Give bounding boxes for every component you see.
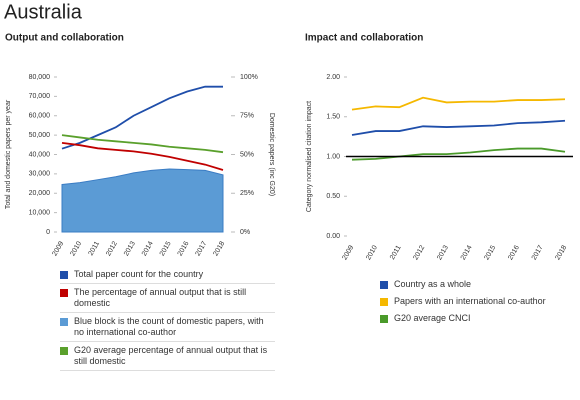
- line: [351, 147, 566, 161]
- y-tick-label: 70,000: [29, 93, 51, 100]
- y-axis-label: Total and domestic papers per year: [5, 99, 12, 209]
- chart-title: Impact and collaboration: [305, 33, 423, 44]
- y2-tick-label: 50%: [240, 151, 254, 158]
- line: [61, 85, 223, 150]
- y2-tick-label: 0%: [240, 229, 250, 236]
- legend-label: The percentage of annual output that is …: [74, 287, 247, 308]
- y-tick-label: 60,000: [29, 113, 51, 120]
- x-tick-label: 2011: [389, 244, 403, 261]
- x-tick-label: 2018: [554, 244, 568, 261]
- legend-swatch: [380, 315, 388, 323]
- y-tick-label: 0.50: [326, 193, 340, 200]
- legend-entry: G20 average percentage of annual output …: [60, 342, 275, 371]
- x-tick-label: 2009: [341, 244, 355, 261]
- chart-title: Output and collaboration: [5, 33, 124, 44]
- y2-tick-label: 25%: [240, 190, 254, 197]
- legend-entry: Country as a whole: [380, 276, 575, 293]
- x-tick-label: 2010: [365, 244, 379, 261]
- x-tick-label: 2011: [88, 240, 102, 257]
- legend: Total paper count for the country The per…: [60, 266, 275, 371]
- x-tick-label: 2015: [159, 240, 173, 257]
- x-tick-label: 2014: [141, 240, 155, 257]
- legend-entry: Papers with an international co-author: [380, 293, 575, 310]
- x-tick-label: 2012: [412, 244, 426, 261]
- y-tick-label: 0: [46, 229, 50, 236]
- y2-tick-label: 75%: [240, 113, 254, 120]
- area: [61, 168, 224, 233]
- x-tick-label: 2016: [177, 240, 191, 257]
- y-tick-label: 10,000: [29, 209, 51, 216]
- y-axis-label: Category normalised citation impact: [306, 101, 313, 212]
- legend-label: Blue block is the count of domestic pape…: [74, 316, 264, 337]
- line: [351, 119, 566, 136]
- legend-swatch: [60, 289, 68, 297]
- y-tick-label: 1.00: [326, 153, 340, 160]
- y-tick-label: 1.50: [326, 114, 340, 121]
- x-tick-label: 2018: [212, 240, 226, 257]
- x-tick-label: 2017: [195, 240, 209, 257]
- y2-tick-label: 100%: [240, 74, 258, 81]
- y-tick-label: 2.00: [326, 74, 340, 81]
- legend: Country as a whole Papers with an interna…: [380, 276, 575, 327]
- legend-swatch: [60, 318, 68, 326]
- legend-entry: G20 average CNCI: [380, 310, 575, 327]
- legend-label: Total paper count for the country: [74, 269, 204, 279]
- x-tick-label: 2014: [460, 244, 474, 261]
- legend-swatch: [60, 347, 68, 355]
- x-tick-label: 2012: [105, 240, 119, 257]
- y-tick-label: 50,000: [29, 132, 51, 139]
- line: [61, 134, 224, 154]
- x-tick-label: 2017: [531, 244, 545, 261]
- x-tick-label: 2015: [483, 244, 497, 261]
- legend-label: Country as a whole: [394, 279, 472, 289]
- line: [351, 96, 566, 111]
- line: [61, 141, 224, 171]
- y-tick-label: 40,000: [29, 151, 51, 158]
- legend-entry: Total paper count for the country: [60, 266, 275, 284]
- y-tick-label: 20,000: [29, 190, 51, 197]
- y2-axis-label: Domestic papers (inc G20): [268, 113, 275, 196]
- y-tick-label: 80,000: [29, 74, 51, 81]
- x-tick-label: 2013: [436, 244, 450, 261]
- legend-entry: Blue block is the count of domestic pape…: [60, 313, 275, 342]
- legend-entry: The percentage of annual output that is …: [60, 284, 275, 313]
- legend-swatch: [380, 281, 388, 289]
- legend-swatch: [60, 271, 68, 279]
- x-tick-label: 2016: [507, 244, 521, 261]
- y-tick-label: 0.00: [326, 233, 340, 240]
- legend-label: G20 average CNCI: [394, 313, 471, 323]
- legend-label: Papers with an international co-author: [394, 296, 546, 306]
- legend-label: G20 average percentage of annual output …: [74, 345, 268, 366]
- page-title: Australia: [4, 1, 83, 23]
- x-tick-label: 2010: [69, 240, 83, 257]
- legend-swatch: [380, 298, 388, 306]
- x-tick-label: 2009: [51, 240, 65, 257]
- y-tick-label: 30,000: [29, 171, 51, 178]
- x-tick-label: 2013: [123, 240, 137, 257]
